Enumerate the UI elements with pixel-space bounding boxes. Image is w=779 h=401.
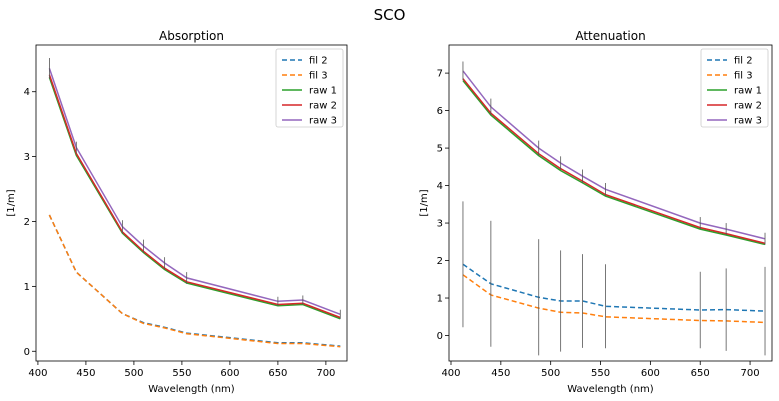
x-tick-label: 600 bbox=[220, 368, 239, 379]
y-tick-label: 3 bbox=[437, 219, 443, 230]
x-tick-label: 400 bbox=[441, 368, 460, 379]
x-tick-label: 650 bbox=[268, 368, 287, 379]
y-tick-label: 1 bbox=[437, 294, 443, 305]
legend-label: raw 1 bbox=[309, 86, 337, 97]
legend-label: raw 1 bbox=[734, 86, 762, 97]
chart-title: Absorption bbox=[159, 29, 224, 43]
series-line-raw-1 bbox=[48, 77, 341, 320]
y-tick-label: 2 bbox=[437, 256, 443, 267]
x-tick-label: 450 bbox=[491, 368, 510, 379]
legend-box bbox=[700, 48, 769, 128]
legend-label: raw 2 bbox=[309, 101, 337, 112]
series-line-fil-3 bbox=[462, 274, 766, 324]
y-tick-label: 7 bbox=[437, 69, 443, 80]
legend-box bbox=[275, 48, 344, 128]
y-axis-label: [1/m] bbox=[6, 189, 17, 216]
legend-label: raw 3 bbox=[309, 116, 337, 127]
x-tick-label: 600 bbox=[641, 368, 660, 379]
y-tick-label: 2 bbox=[24, 217, 30, 228]
legend-label: fil 3 bbox=[734, 71, 753, 82]
y-tick-label: 1 bbox=[24, 282, 30, 293]
axes-frame bbox=[35, 44, 348, 362]
legend-label: fil 3 bbox=[309, 71, 328, 82]
y-tick-label: 3 bbox=[24, 152, 30, 163]
x-tick-label: 450 bbox=[76, 368, 95, 379]
x-tick-label: 700 bbox=[741, 368, 760, 379]
y-tick-label: 0 bbox=[24, 347, 30, 358]
legend: fil 2 fil 3 raw 1 raw 2 raw 3 bbox=[700, 48, 769, 128]
x-axis-label: Wavelength (nm) bbox=[567, 384, 653, 395]
figure-suptitle: SCO bbox=[373, 6, 406, 24]
y-tick-label: 4 bbox=[24, 87, 30, 98]
y-tick-label: 0 bbox=[437, 331, 443, 342]
legend: fil 2 fil 3 raw 1 raw 2 raw 3 bbox=[275, 48, 344, 128]
x-tick-label: 500 bbox=[541, 368, 560, 379]
x-tick-label: 400 bbox=[28, 368, 47, 379]
x-tick-label: 500 bbox=[124, 368, 143, 379]
x-tick-label: 550 bbox=[172, 368, 191, 379]
x-tick-label: 550 bbox=[591, 368, 610, 379]
y-tick-label: 6 bbox=[437, 106, 443, 117]
y-tick-label: 5 bbox=[437, 144, 443, 155]
x-tick-label: 650 bbox=[691, 368, 710, 379]
y-tick-label: 4 bbox=[437, 181, 443, 192]
chart-panel-2: Attenuation 400 450 500 550 600 650 700 0 1 2 3 4 5 6 7… bbox=[419, 29, 773, 395]
series-line-fil-3 bbox=[48, 214, 341, 348]
x-axis-label: Wavelength (nm) bbox=[148, 384, 234, 395]
legend-label: raw 2 bbox=[734, 101, 762, 112]
axes-frame bbox=[448, 44, 773, 362]
series-line-fil-2 bbox=[462, 263, 766, 312]
legend-label: raw 3 bbox=[734, 116, 762, 127]
y-axis-label: [1/m] bbox=[419, 189, 430, 216]
x-tick-label: 700 bbox=[316, 368, 335, 379]
chart-panel-1: Absorption 400 450 500 550 600 650 700 0 1 2 3 4 Wave… bbox=[6, 29, 348, 395]
chart-title: Attenuation bbox=[575, 29, 645, 43]
legend-label: fil 2 bbox=[734, 56, 753, 67]
legend-label: fil 2 bbox=[309, 56, 328, 67]
